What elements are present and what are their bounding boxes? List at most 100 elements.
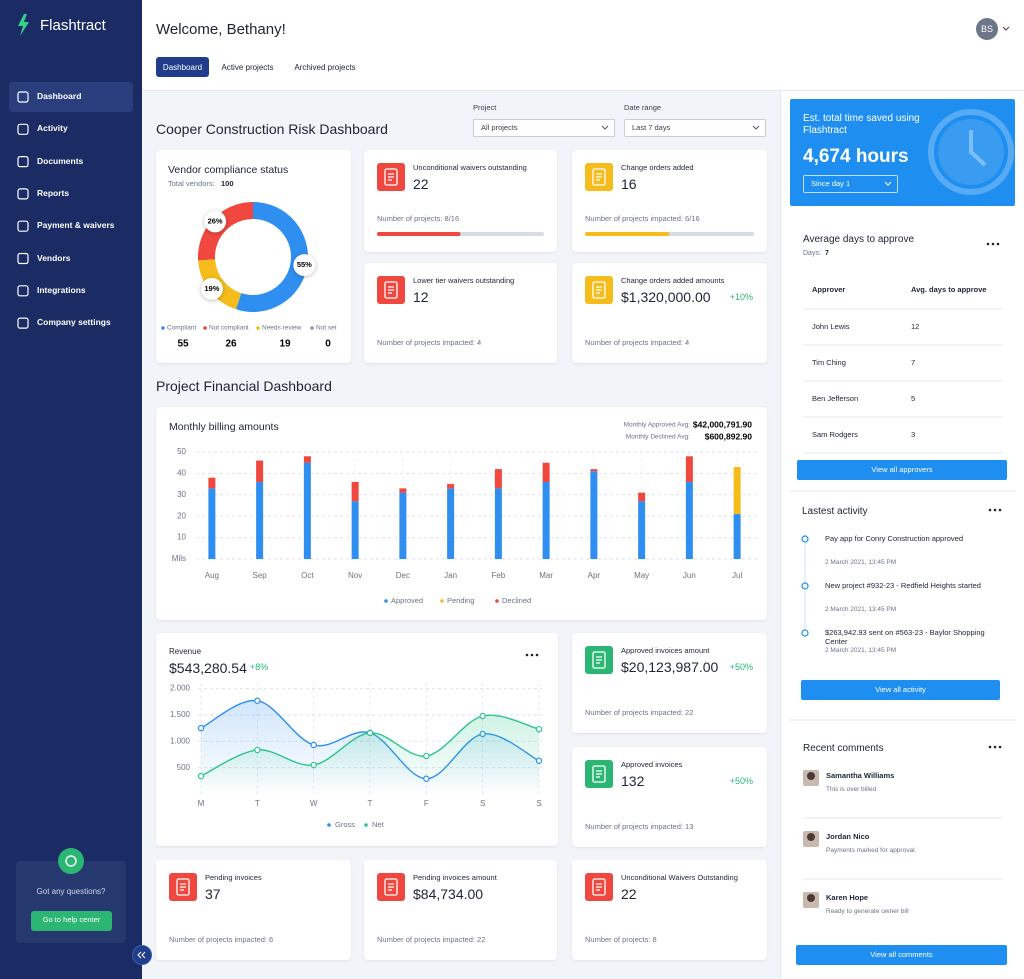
stat-change: +50% bbox=[729, 662, 753, 672]
days-value: 7 bbox=[825, 250, 829, 257]
stat-title: Approved invoices bbox=[621, 760, 683, 769]
chart-title: Revenue bbox=[169, 647, 202, 656]
section-title: Cooper Construction Risk Dashboard bbox=[156, 121, 388, 137]
card-title: Vendor compliance status bbox=[168, 164, 289, 176]
collapse-button[interactable] bbox=[132, 945, 152, 965]
nav-item[interactable] bbox=[9, 82, 133, 112]
stat-title: Change orders added amounts bbox=[621, 276, 725, 285]
stat-value: 12 bbox=[413, 289, 429, 305]
activity-date: 2 March 2021, 13:45 PM bbox=[825, 559, 897, 566]
table-cell: Sam Rodgers bbox=[812, 430, 858, 439]
revenue-change: +8% bbox=[250, 662, 269, 672]
stat-value: $84,734.00 bbox=[413, 886, 484, 902]
stat-footer: Number of projects: 8/16 bbox=[377, 214, 460, 223]
welcome-title: Welcome, Bethany! bbox=[156, 21, 286, 38]
nav-item[interactable] bbox=[9, 244, 133, 274]
table-cell: John Lewis bbox=[812, 322, 850, 331]
stat-title: Change orders added bbox=[621, 163, 694, 172]
stat-change: +10% bbox=[729, 292, 753, 302]
help-text: Got any questions? bbox=[36, 887, 106, 896]
button[interactable]: View all activity bbox=[801, 680, 1000, 700]
activity-text: New project #932-23 - Redfield Heights s… bbox=[825, 581, 981, 590]
stat-value: $1,320,000.00 bbox=[621, 289, 711, 305]
dropdown[interactable]: All projects bbox=[473, 119, 615, 137]
days-label: Days: bbox=[803, 250, 821, 257]
stat-footer: Number of projects impacted: 22 bbox=[585, 708, 694, 717]
stat-title: Approved invoices amount bbox=[621, 646, 710, 655]
stat-footer: Number of projects impacted: 4 bbox=[377, 338, 482, 347]
time-title: Est. total time saved using Flashtract bbox=[803, 113, 920, 136]
table-cell: Tim Ching bbox=[812, 358, 846, 367]
header-bar bbox=[142, 0, 1024, 91]
section-title: Project Financial Dashboard bbox=[156, 378, 332, 394]
tab[interactable]: Dashboard bbox=[156, 57, 209, 77]
stat-title: Unconditional waivers outstanding bbox=[413, 163, 527, 172]
help-button[interactable]: Go to help center bbox=[31, 911, 112, 931]
nav-label: Payment & waivers bbox=[37, 220, 115, 231]
time-value: 4,674 hours bbox=[803, 146, 909, 167]
dropdown[interactable]: Last 7 days bbox=[624, 119, 766, 137]
stat-footer: Number of projects impacted: 22 bbox=[377, 935, 486, 944]
table-cell: 7 bbox=[911, 358, 916, 367]
billing-card bbox=[156, 407, 767, 620]
stat-value: 37 bbox=[205, 886, 221, 902]
nav-item[interactable] bbox=[9, 114, 133, 144]
nav-label: Vendors bbox=[37, 252, 71, 263]
comment-name: Karen Hope bbox=[826, 893, 869, 902]
stat-title: Lower tier waivers outstanding bbox=[413, 276, 515, 285]
stat-title: Pending invoices amount bbox=[413, 873, 497, 882]
stat-footer: Number of projects impacted: 6/16 bbox=[585, 214, 700, 223]
nav-item[interactable] bbox=[9, 179, 133, 209]
revenue-value: $543,280.54 bbox=[169, 660, 247, 676]
comment-text: This is over billed bbox=[826, 786, 877, 793]
stat-value: 22 bbox=[621, 886, 637, 902]
comment-text: Payments marked for approval. bbox=[826, 847, 917, 854]
nav-label: Documents bbox=[37, 155, 84, 166]
activity-text: $263,942.93 sent on #563-23 - Baylor Sho… bbox=[825, 628, 985, 646]
avatar[interactable]: BS bbox=[976, 18, 998, 40]
stat-footer: Number of projects impacted: 13 bbox=[585, 822, 694, 831]
chart-title: Monthly billing amounts bbox=[169, 421, 279, 433]
comment-text: Ready to generate owner bill bbox=[826, 908, 909, 915]
section-title: Recent comments bbox=[803, 743, 884, 754]
total-label: Total vendors: bbox=[168, 179, 215, 188]
table-header: Approver bbox=[812, 285, 846, 294]
stat-title: Pending invoices bbox=[205, 873, 262, 882]
comment-name: Samantha Williams bbox=[826, 771, 895, 780]
nav-label: Activity bbox=[37, 123, 68, 134]
tab[interactable]: Active projects bbox=[221, 63, 274, 72]
activity-date: 2 March 2021, 13:45 PM bbox=[825, 606, 897, 613]
nav-label: Dashboard bbox=[37, 91, 82, 101]
total-value: 100 bbox=[221, 179, 234, 188]
button[interactable]: View all comments bbox=[796, 945, 1007, 965]
nav-label: Company settings bbox=[37, 317, 111, 328]
filter-label: Project bbox=[473, 103, 497, 112]
table-cell: 3 bbox=[911, 430, 916, 439]
stat-value: $20,123,987.00 bbox=[621, 659, 719, 675]
brand-name: Flashtract bbox=[40, 17, 106, 34]
table-cell: Ben Jefferson bbox=[812, 394, 859, 403]
nav-label: Integrations bbox=[37, 284, 86, 295]
table-cell: 5 bbox=[911, 394, 916, 403]
stat-footer: Number of projects impacted: 4 bbox=[585, 338, 690, 347]
button[interactable]: View all approvers bbox=[797, 460, 1007, 480]
right-column bbox=[780, 91, 1024, 979]
stat-title: Unconditional Waivers Outstanding bbox=[621, 873, 738, 882]
stat-footer: Number of projects: 8 bbox=[585, 935, 657, 944]
stat-value: 132 bbox=[621, 773, 645, 789]
table-cell: 12 bbox=[911, 322, 920, 331]
stat-footer: Number of projects impacted: 6 bbox=[169, 935, 274, 944]
stat-change: +50% bbox=[729, 776, 753, 786]
comment-name: Jordan Nico bbox=[826, 832, 870, 841]
section-title: Average days to approve bbox=[803, 234, 915, 245]
dropdown[interactable]: Since day 1 bbox=[803, 175, 898, 193]
time-card bbox=[790, 99, 1015, 206]
activity-date: 2 March 2021, 13:45 PM bbox=[825, 647, 897, 654]
tab[interactable]: Archived projects bbox=[294, 63, 356, 72]
stat-value: 16 bbox=[621, 176, 637, 192]
activity-text: Pay app for Conry Construction approved bbox=[825, 534, 963, 543]
stat-value: 22 bbox=[413, 176, 429, 192]
section-title: Lastest activity bbox=[802, 506, 868, 517]
filter-label: Date range bbox=[624, 103, 662, 112]
